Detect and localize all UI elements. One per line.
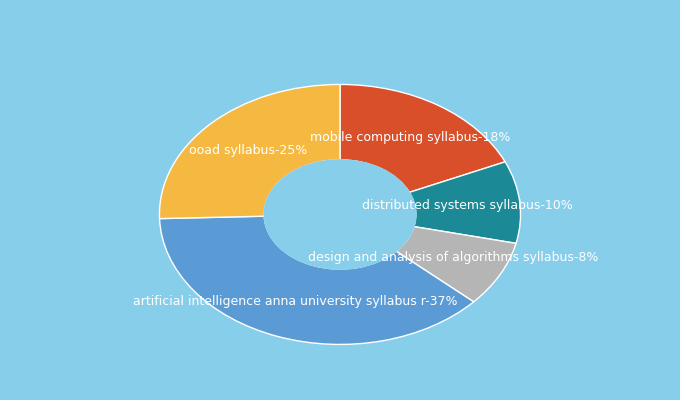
- Text: mobile computing syllabus-18%: mobile computing syllabus-18%: [310, 130, 510, 144]
- Wedge shape: [409, 162, 521, 243]
- Wedge shape: [340, 84, 505, 192]
- Text: ooad syllabus-25%: ooad syllabus-25%: [189, 144, 307, 157]
- Text: design and analysis of algorithms syllabus-8%: design and analysis of algorithms syllab…: [309, 251, 599, 264]
- Text: artificial intelligence anna university syllabus r-37%: artificial intelligence anna university …: [133, 294, 458, 308]
- Wedge shape: [160, 216, 474, 344]
- Wedge shape: [159, 84, 340, 219]
- Ellipse shape: [264, 160, 416, 269]
- Text: distributed systems syllabus-10%: distributed systems syllabus-10%: [362, 199, 573, 212]
- Wedge shape: [396, 226, 516, 302]
